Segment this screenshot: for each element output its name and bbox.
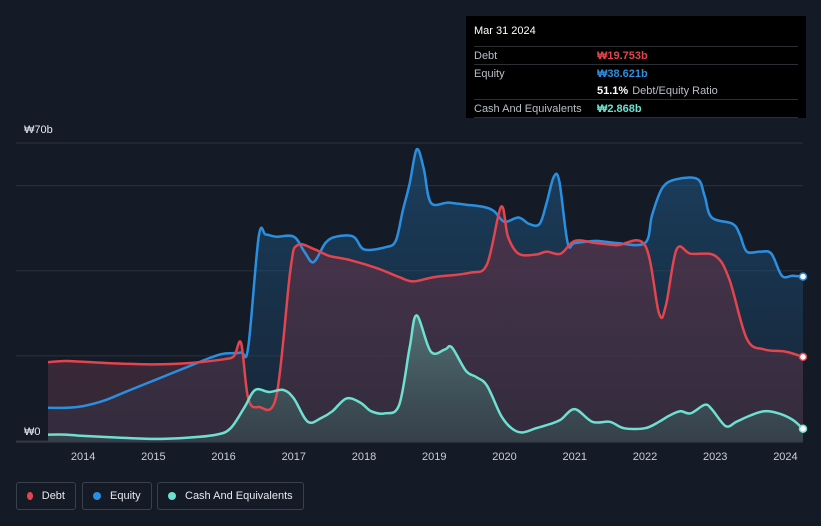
equity-dot-icon — [93, 492, 101, 500]
x-tick-label: 2017 — [282, 451, 306, 463]
x-tick-label: 2022 — [633, 451, 657, 463]
y-tick-label: ₩70b — [24, 124, 53, 136]
debt-end-marker — [798, 352, 808, 362]
debt-area — [48, 206, 803, 441]
cash-end-marker — [798, 424, 808, 434]
x-tick-label: 2021 — [563, 451, 587, 463]
tooltip-ratio-value: 51.1% — [597, 84, 629, 97]
tooltip-row-equity: Equity ₩38.621b — [474, 64, 798, 82]
legend-item-equity[interactable]: Equity — [82, 482, 152, 510]
tooltip-date: Mar 31 2024 — [474, 25, 536, 37]
tooltip-ratio-label: Debt/Equity Ratio — [632, 84, 718, 97]
tooltip-debt-label: Debt — [474, 49, 498, 62]
debt-line — [47, 205, 804, 412]
tooltip-row-cash: Cash And Equivalents ₩2.868b — [474, 99, 798, 118]
legend-debt-label: Debt — [41, 490, 65, 502]
legend-item-debt[interactable]: Debt — [16, 482, 76, 510]
debt-dot-icon — [27, 492, 33, 500]
cash-area — [48, 315, 803, 441]
tooltip-debt-value: ₩19.753b — [597, 49, 648, 62]
x-tick-label: 2020 — [492, 451, 516, 463]
legend-equity-label: Equity — [110, 490, 141, 502]
x-tick-label: 2014 — [71, 451, 95, 463]
x-tick-label: 2024 — [773, 451, 797, 463]
cash-line — [47, 314, 804, 441]
x-tick-label: 2019 — [422, 451, 446, 463]
cash-dot-icon — [168, 492, 176, 500]
tooltip-row-ratio: 51.1% Debt/Equity Ratio — [474, 82, 798, 99]
equity-end-marker — [798, 272, 808, 281]
x-tick-label: 2018 — [352, 451, 376, 463]
x-tick-label: 2016 — [211, 451, 235, 463]
tooltip-equity-value: ₩38.621b — [597, 67, 648, 80]
x-tick-label: 2023 — [703, 451, 727, 463]
legend-item-cash[interactable]: Cash And Equivalents — [157, 482, 304, 510]
tooltip: Mar 31 2024 Debt ₩19.753b Equity ₩38.621… — [466, 16, 806, 118]
tooltip-row-debt: Debt ₩19.753b — [474, 46, 798, 64]
tooltip-equity-label: Equity — [474, 67, 505, 80]
x-tick-label: 2015 — [141, 451, 165, 463]
tooltip-cash-label: Cash And Equivalents — [474, 102, 582, 115]
y-tick-label: ₩0 — [24, 426, 41, 438]
tooltip-cash-value: ₩2.868b — [597, 102, 642, 115]
legend-cash-label: Cash And Equivalents — [185, 490, 293, 502]
equity-line — [47, 147, 804, 410]
